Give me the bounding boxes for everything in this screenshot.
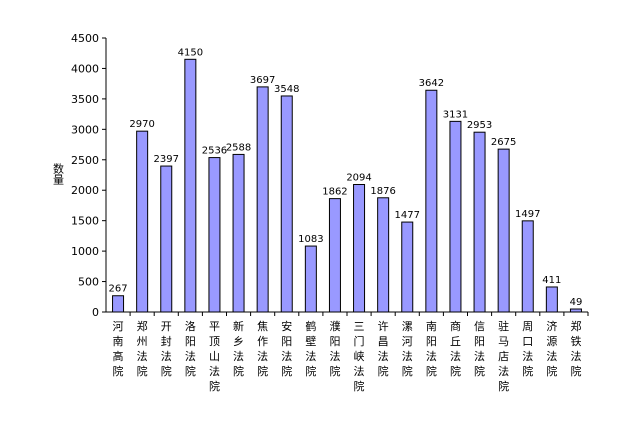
bar (208, 157, 221, 313)
y-tick-label: 3000 (71, 123, 99, 136)
category-label: 商丘法院 (450, 319, 461, 378)
y-tick-label: 4500 (71, 32, 99, 45)
data-label: 1876 (370, 186, 395, 197)
bar (497, 148, 510, 313)
category-label: 三门峡法院 (354, 320, 365, 393)
bar (160, 165, 173, 313)
y-tick-label: 2000 (71, 184, 99, 197)
category-label: 开封法院 (161, 320, 172, 378)
data-label: 2970 (129, 119, 154, 130)
data-label: 2397 (154, 154, 179, 165)
bar (232, 153, 245, 313)
bar (521, 220, 534, 313)
category-label: 平顶山法院 (209, 320, 220, 393)
data-label: 2094 (346, 172, 371, 183)
category-label: 南阳法院 (426, 320, 437, 378)
bar (184, 58, 197, 313)
y-tick-label: 2500 (71, 154, 99, 167)
bar (304, 245, 317, 313)
bar (401, 221, 414, 313)
data-label: 411 (542, 275, 561, 286)
category-label: 漯河法院 (402, 320, 413, 378)
category-label: 许昌法院 (378, 320, 389, 378)
category-label: 信阳法院 (474, 320, 485, 378)
category-labels: 河南高院 郑州法院 开封法院 洛阳法院 平顶山法院 新乡法院 焦作法院 安阳法院 鹤壁法院 濮阳法… (113, 312, 589, 393)
data-label: 49 (570, 297, 583, 308)
category-label: 周口法院 (522, 320, 533, 378)
y-tick-label: 4000 (71, 62, 99, 75)
bar (256, 86, 269, 313)
bar (328, 198, 341, 313)
bars (112, 58, 582, 313)
category-label: 河南高院 (113, 320, 124, 378)
bar (136, 130, 149, 313)
data-label: 267 (109, 284, 128, 295)
category-label: 新乡法院 (233, 319, 244, 378)
data-label: 1862 (322, 187, 347, 198)
bar (473, 131, 486, 313)
data-label: 1083 (298, 234, 323, 245)
bar (280, 95, 293, 313)
y-tick-label: 1000 (71, 245, 99, 258)
data-label: 2536 (202, 146, 227, 157)
y-tick-label: 0 (92, 306, 99, 319)
category-label: 焦作法院 (257, 320, 268, 378)
category-label: 鹤壁法院 (305, 319, 316, 378)
data-label: 3697 (250, 75, 275, 86)
bar (545, 286, 558, 313)
y-tick-label: 1500 (71, 215, 99, 228)
data-label: 2588 (226, 142, 251, 153)
category-label: 驻马店法院 (498, 319, 509, 393)
y-tick-label: 3500 (71, 93, 99, 106)
y-axis-ticks: 0 500 1000 1500 2000 2500 3000 3500 4000 4500 (71, 32, 106, 319)
data-label: 1497 (515, 209, 540, 220)
category-label: 安阳法院 (281, 319, 292, 378)
data-label: 2953 (467, 120, 492, 131)
data-label: 3548 (274, 84, 299, 95)
data-label: 3642 (419, 78, 444, 89)
data-label: 4150 (178, 47, 203, 58)
y-axis-title: 数量 (52, 163, 65, 185)
data-label: 2675 (491, 137, 516, 148)
bar (112, 295, 125, 313)
category-label: 郑州法院 (137, 319, 148, 378)
bar (425, 89, 438, 313)
category-label: 济源法院 (546, 319, 557, 378)
data-label: 3131 (443, 109, 468, 120)
category-label: 郑铁法院 (570, 319, 581, 378)
y-tick-label: 500 (78, 276, 99, 289)
category-label: 洛阳法院 (185, 319, 196, 378)
category-label: 濮阳法院 (329, 319, 340, 378)
bar (449, 120, 462, 313)
bar (377, 197, 390, 313)
data-label: 1477 (395, 210, 420, 221)
bar (353, 183, 366, 313)
